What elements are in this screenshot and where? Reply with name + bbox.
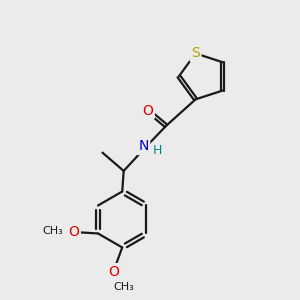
Text: N: N	[138, 140, 148, 154]
Text: H: H	[153, 144, 162, 157]
Text: CH₃: CH₃	[113, 282, 134, 292]
Text: CH₃: CH₃	[42, 226, 63, 236]
Text: S: S	[191, 46, 200, 60]
Text: O: O	[108, 265, 119, 279]
Text: O: O	[142, 103, 153, 118]
Text: O: O	[68, 225, 79, 239]
Text: methoxy: methoxy	[56, 229, 62, 230]
